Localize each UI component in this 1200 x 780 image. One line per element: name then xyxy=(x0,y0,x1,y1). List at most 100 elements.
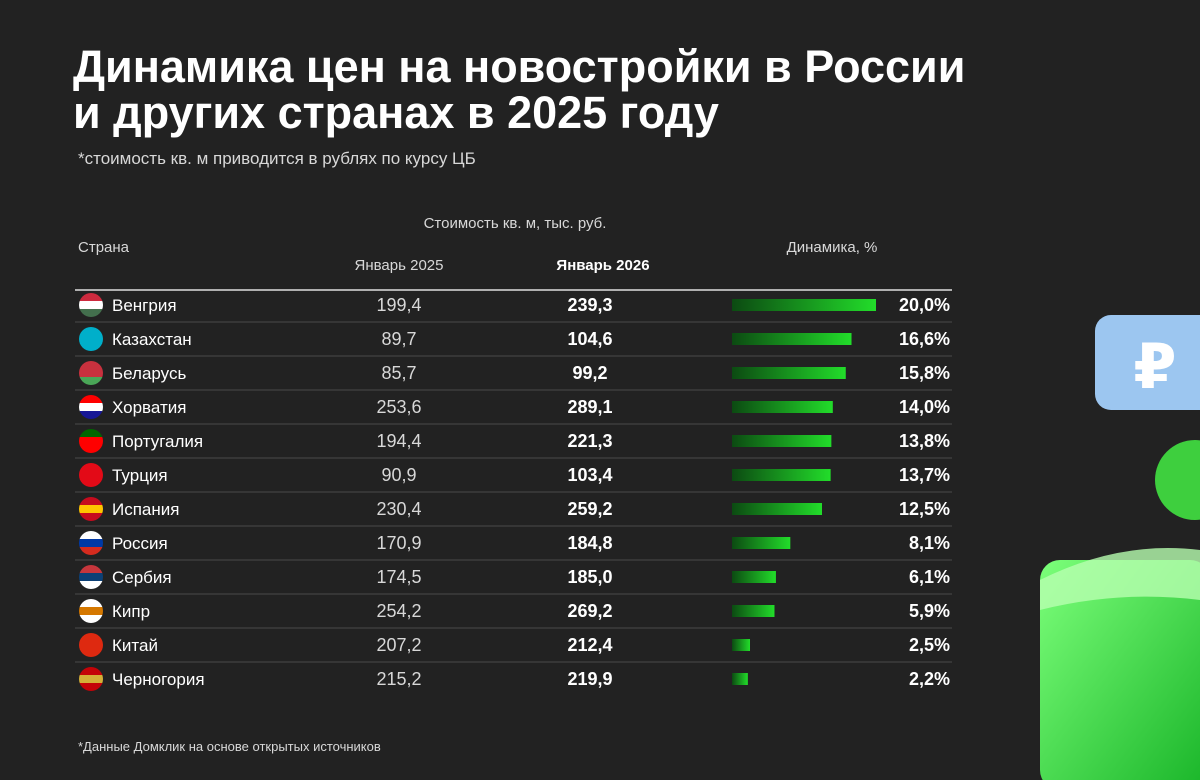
price-jan2026: 185,0 xyxy=(567,567,612,587)
change-bar xyxy=(732,639,750,651)
price-jan2026: 184,8 xyxy=(567,533,612,553)
flag-stripe xyxy=(79,395,103,404)
change-label: 2,5% xyxy=(909,635,950,655)
flag-stripe xyxy=(79,293,103,302)
price-jan2025: 199,4 xyxy=(376,295,421,315)
table-row: Португалия 194,4 221,3 13,8% xyxy=(75,429,952,459)
change-bar xyxy=(732,435,832,447)
flag-stripe xyxy=(79,403,103,412)
change-bar xyxy=(732,537,791,549)
change-label: 5,9% xyxy=(909,601,950,621)
flag-stripe xyxy=(79,361,103,370)
flag-stripe xyxy=(79,615,103,623)
price-jan2025: 89,7 xyxy=(381,329,416,349)
change-bar xyxy=(732,503,822,515)
flag-stripe xyxy=(79,497,103,506)
flag-stripe xyxy=(79,633,103,642)
price-jan2026: 289,1 xyxy=(567,397,612,417)
flag-stripe xyxy=(79,301,103,310)
country-name: Турция xyxy=(112,466,168,485)
column-header: Январь 2026 xyxy=(556,257,649,274)
table-row: Беларусь 85,7 99,2 15,8% xyxy=(75,361,952,391)
price-jan2025: 174,5 xyxy=(376,567,421,587)
decoration: ₽ xyxy=(1040,315,1200,780)
change-label: 13,7% xyxy=(899,465,950,485)
country-name: Кипр xyxy=(112,602,150,621)
price-jan2026: 239,3 xyxy=(567,295,612,315)
country-name: Сербия xyxy=(112,568,172,587)
column-header: Динамика, % xyxy=(787,239,878,256)
title: и других странах в 2025 году xyxy=(73,87,719,138)
flag-stripe xyxy=(79,463,103,472)
price-jan2026: 219,9 xyxy=(567,669,612,689)
change-bar xyxy=(732,673,748,685)
flag-stripe xyxy=(79,573,103,582)
change-bar xyxy=(732,367,846,379)
price-jan2026: 269,2 xyxy=(567,601,612,621)
flag-stripe xyxy=(79,343,103,351)
country-name: Китай xyxy=(112,636,158,655)
table-row: Хорватия 253,6 289,1 14,0% xyxy=(75,395,952,425)
flag-stripe xyxy=(79,335,103,344)
country-name: Черногория xyxy=(112,670,205,689)
flag-stripe xyxy=(79,309,103,317)
flag-stripe xyxy=(79,437,103,446)
price-jan2025: 207,2 xyxy=(376,635,421,655)
change-bar xyxy=(732,571,776,583)
flag-stripe xyxy=(79,377,103,385)
table-row: Венгрия 199,4 239,3 20,0% xyxy=(75,293,952,323)
flag-stripe xyxy=(79,581,103,589)
table-row: Испания 230,4 259,2 12,5% xyxy=(75,497,952,527)
svg-text:₽: ₽ xyxy=(1133,333,1176,402)
change-label: 16,6% xyxy=(899,329,950,349)
flag-stripe xyxy=(79,429,103,438)
price-jan2025: 253,6 xyxy=(376,397,421,417)
table-row: Черногория 215,2 219,9 2,2% xyxy=(79,667,950,691)
country-name: Россия xyxy=(112,534,168,553)
change-bar xyxy=(732,401,833,413)
flag-stripe xyxy=(79,479,103,487)
table-row: Сербия 174,5 185,0 6,1% xyxy=(75,565,952,595)
flag-stripe xyxy=(79,667,103,676)
price-jan2025: 194,4 xyxy=(376,431,421,451)
price-jan2026: 212,4 xyxy=(567,635,612,655)
change-label: 2,2% xyxy=(909,669,950,689)
change-label: 14,0% xyxy=(899,397,950,417)
subtitle: *стоимость кв. м приводится в рублях по … xyxy=(78,149,476,168)
flag-stripe xyxy=(79,327,103,336)
column-group-header: Стоимость кв. м, тыс. руб. xyxy=(424,215,607,232)
flag-stripe xyxy=(79,607,103,616)
table-row: Россия 170,9 184,8 8,1% xyxy=(75,531,952,561)
table-row: Турция 90,9 103,4 13,7% xyxy=(75,463,952,493)
flag-stripe xyxy=(79,471,103,480)
price-jan2026: 103,4 xyxy=(567,465,612,485)
flag-stripe xyxy=(79,641,103,650)
table-row: Китай 207,2 212,4 2,5% xyxy=(75,633,952,663)
column-header: Страна xyxy=(78,239,130,256)
flag-stripe xyxy=(79,565,103,574)
price-jan2026: 99,2 xyxy=(572,363,607,383)
flag-stripe xyxy=(79,369,103,378)
country-name: Португалия xyxy=(112,432,203,451)
title: Динамика цен на новостройки в России xyxy=(73,41,965,92)
change-label: 12,5% xyxy=(899,499,950,519)
change-bar xyxy=(732,299,876,311)
change-bar xyxy=(732,469,831,481)
country-name: Казахстан xyxy=(112,330,192,349)
country-name: Венгрия xyxy=(112,296,177,315)
flag-stripe xyxy=(79,649,103,657)
flag-stripe xyxy=(79,513,103,521)
change-label: 15,8% xyxy=(899,363,950,383)
price-jan2025: 90,9 xyxy=(381,465,416,485)
flag-stripe xyxy=(79,547,103,555)
change-label: 13,8% xyxy=(899,431,950,451)
price-jan2026: 221,3 xyxy=(567,431,612,451)
change-bar xyxy=(732,333,852,345)
flag-stripe xyxy=(79,531,103,540)
table-row: Кипр 254,2 269,2 5,9% xyxy=(75,599,952,629)
change-label: 20,0% xyxy=(899,295,950,315)
flag-stripe xyxy=(79,599,103,608)
price-jan2025: 85,7 xyxy=(381,363,416,383)
